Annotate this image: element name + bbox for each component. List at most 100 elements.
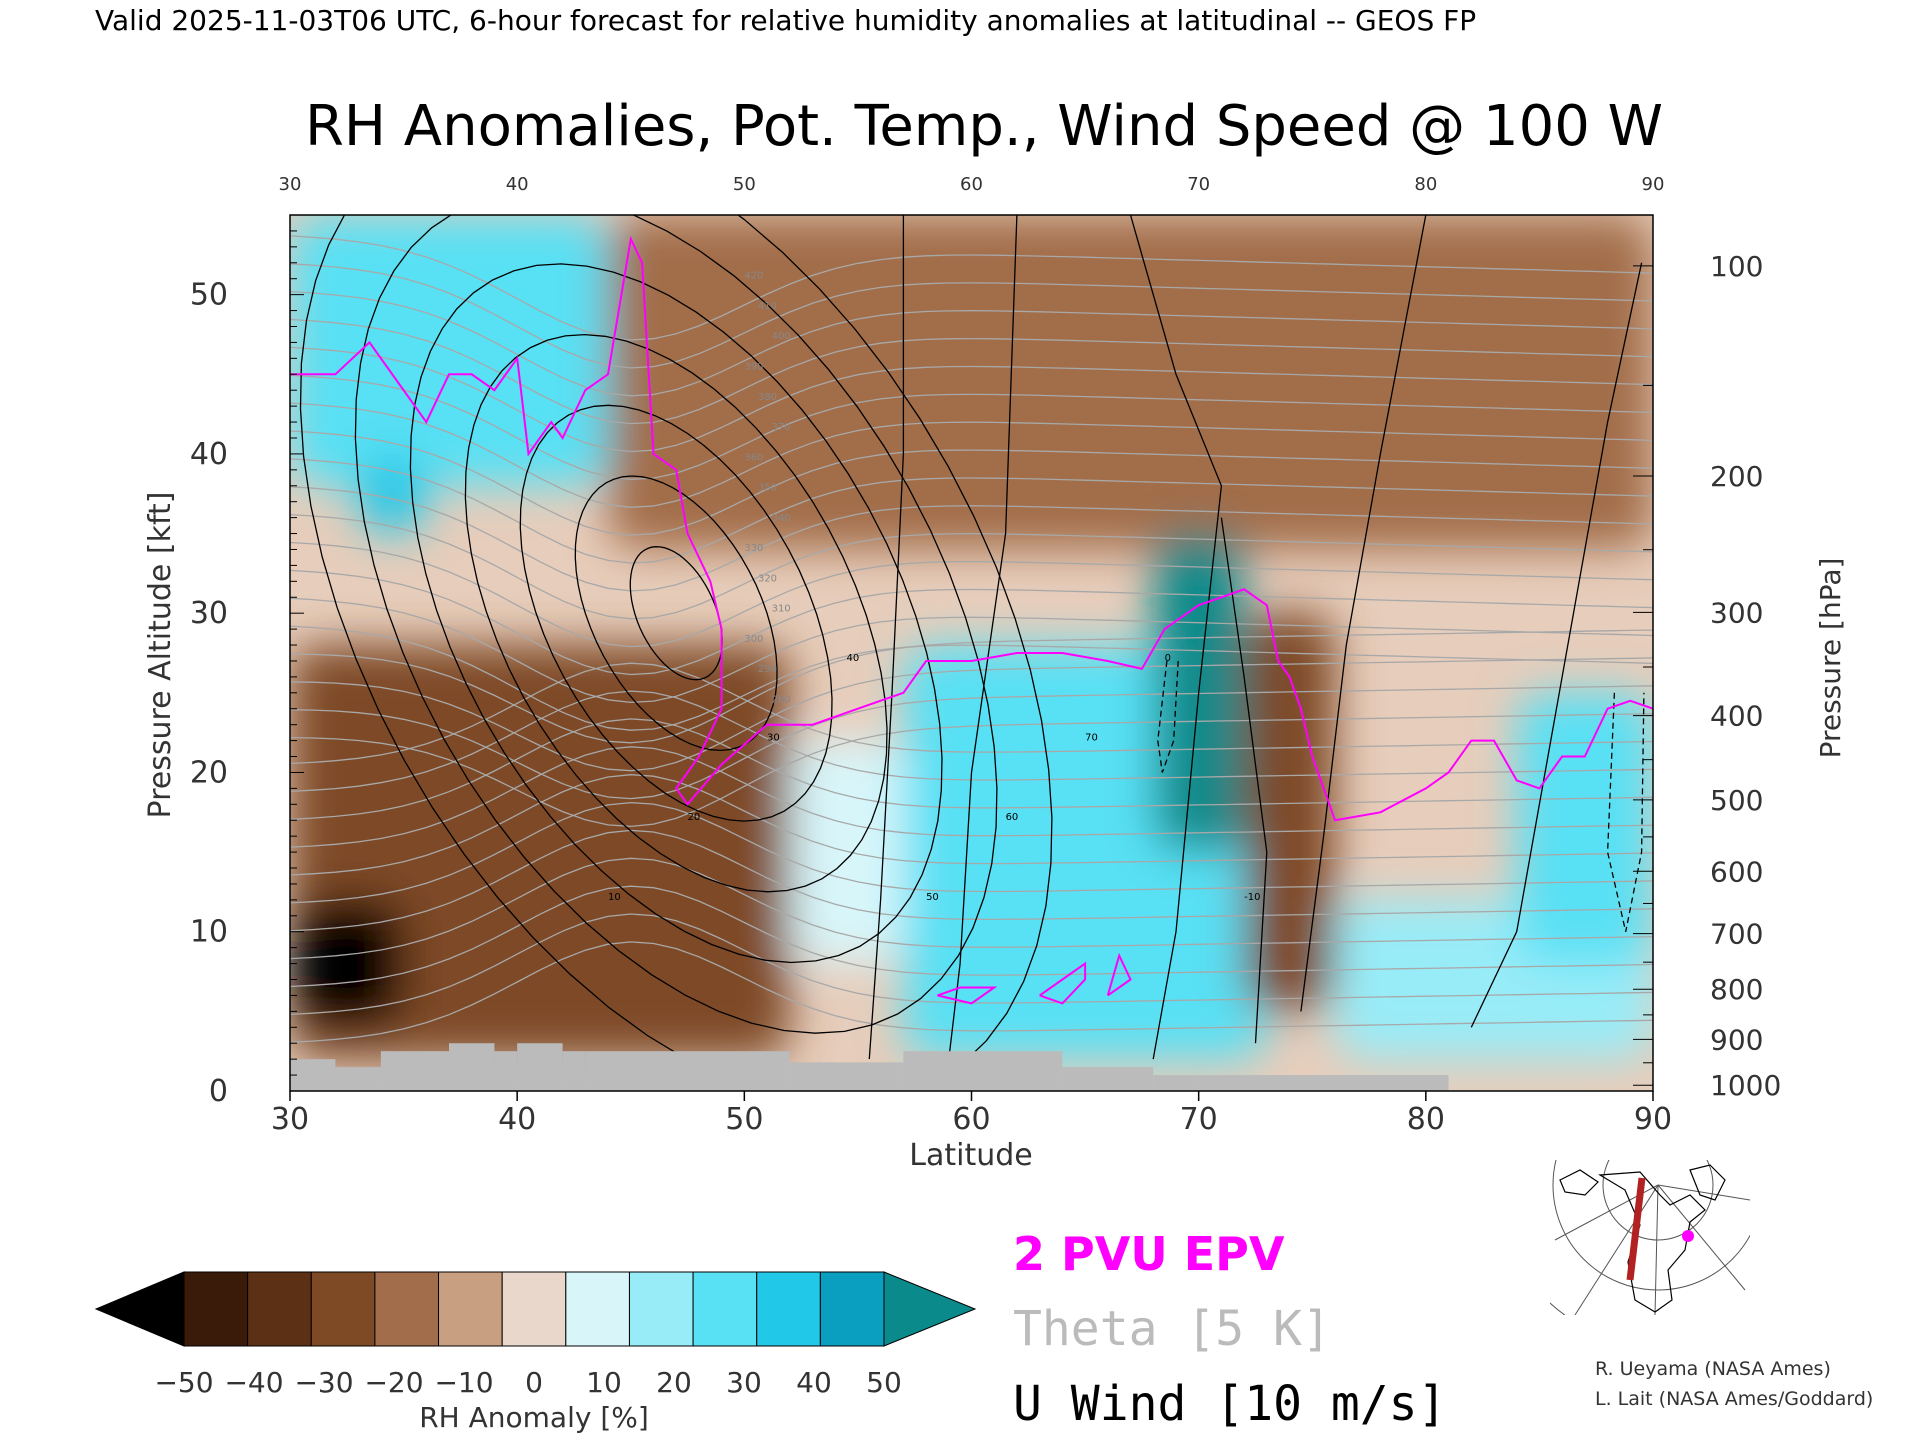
x-top-tick-label: 60 (960, 174, 983, 195)
wind-contour-neg1 (1606, 692, 1645, 932)
terrain-block-8 (789, 1062, 904, 1091)
colorbar-tick-label: −30 (294, 1366, 353, 1399)
wind-label: 40 (847, 653, 860, 664)
x-top-tick-label: 70 (1187, 174, 1210, 195)
terrain-block-3 (449, 1043, 495, 1091)
theta-label: 420 (744, 271, 763, 282)
y-axis-left: 0 10 20 30 40 50 (190, 214, 304, 1109)
colorbar-bin (565, 1271, 630, 1347)
wind-label: 20 (688, 812, 701, 823)
colorbar-bin (310, 1271, 376, 1347)
theta-line-17 (290, 569, 1653, 676)
rh-region-3 (290, 899, 404, 1028)
colorbar-tick-label: 10 (586, 1366, 622, 1399)
x-axis-label: Latitude (909, 1138, 1032, 1173)
terrain-block-13 (1198, 1075, 1449, 1091)
colorbar-tick-label: −10 (434, 1366, 493, 1399)
terrain-block-4 (494, 1051, 518, 1091)
rh-region-4 (608, 215, 1653, 550)
rh-region-0 (290, 215, 609, 486)
rh-region-1 (358, 453, 427, 534)
theta-label: 390 (744, 361, 763, 372)
x-top-tick-label: 50 (733, 174, 756, 195)
header-text: Valid 2025-11-03T06 UTC, 6-hour forecast… (95, 4, 1476, 37)
colorbar-label: RH Anomaly [%] (419, 1401, 649, 1434)
theta-line-6 (290, 774, 1653, 876)
legend-epv: 2 PVU EPV (1013, 1227, 1285, 1281)
legend: 2 PVU EPV Theta [5 K] U Wind [10 m/s] (1013, 1227, 1446, 1432)
colorbar-tick-label: 0 (525, 1366, 543, 1399)
colorbar-bin (501, 1271, 567, 1347)
wind-contour-6 (299, 215, 1053, 1091)
theta-line-12 (290, 685, 1653, 800)
theta-label: 360 (744, 452, 763, 463)
legend-wind: U Wind [10 m/s] (1013, 1376, 1446, 1432)
colorbar-tick-label: 40 (796, 1366, 832, 1399)
y-right-tick-label: 600 (1710, 855, 1763, 888)
epv-line-main (290, 235, 1653, 822)
y-left-tick-label: 20 (190, 755, 228, 790)
theta-line-18 (290, 541, 1653, 648)
colorbar-bin (438, 1271, 503, 1347)
theta-line-22 (290, 430, 1653, 536)
theta-line-27 (290, 290, 1653, 397)
plot-area: 4204104003903803703603503403303203103002… (289, 214, 1654, 1092)
theta-line-20 (290, 486, 1653, 592)
theta-label: 370 (772, 422, 791, 433)
theta-line-28 (290, 263, 1653, 369)
theta-line-16 (290, 597, 1653, 704)
chart-title: RH Anomalies, Pot. Temp., Wind Speed @ 1… (305, 94, 1663, 159)
colorbar-tick-label: 30 (726, 1366, 762, 1399)
y-right-tick-label: 100 (1710, 250, 1763, 283)
y-right-tick-label: 300 (1710, 596, 1763, 629)
terrain-block-11 (1062, 1067, 1154, 1091)
theta-label: 330 (744, 543, 763, 554)
colorbar-tick-label: −20 (364, 1366, 423, 1399)
theta-line-4 (290, 829, 1653, 932)
terrain-block-12 (1153, 1075, 1199, 1091)
terrain-block-0 (290, 1059, 336, 1091)
theta-line-5 (290, 801, 1653, 904)
colorbar-bin (183, 1271, 249, 1347)
theta-label: 340 (772, 513, 791, 524)
colorbar: −50 −40 −30 −20 −10 0 10 20 30 40 50 (94, 1271, 977, 1399)
theta-label: 310 (772, 604, 791, 615)
wind-contour-v0 (868, 215, 905, 1060)
terrain-block-6 (562, 1051, 586, 1091)
theta-line-15 (290, 625, 1653, 731)
wind-label: 70 (1085, 733, 1098, 744)
wind-label: 10 (608, 892, 621, 903)
theta-line-24 (290, 374, 1653, 481)
colorbar-tick-label: −40 (224, 1366, 283, 1399)
x-axis: 30 40 50 60 70 80 90 (271, 1091, 1672, 1137)
theta-line-26 (290, 318, 1653, 425)
x-top-tick-label: 90 (1642, 174, 1665, 195)
epv-2pvu-line (290, 235, 1653, 1005)
theta-label: 400 (772, 331, 791, 342)
colorbar-bin (247, 1271, 312, 1347)
x-tick-label: 50 (725, 1102, 763, 1137)
theta-label: 350 (758, 483, 777, 494)
rh-region-8 (1244, 613, 1335, 1012)
theta-line-0 (290, 941, 1653, 1043)
rh-region-2 (290, 645, 790, 1060)
colorbar-tick-label: −50 (154, 1366, 213, 1399)
wind-label: 60 (1006, 812, 1019, 823)
y-right-tick-label: 400 (1710, 700, 1763, 733)
inset-map (1550, 1160, 1750, 1315)
colorbar-min-arrow (94, 1271, 185, 1347)
y-left-tick-label: 40 (190, 437, 228, 472)
theta-line-14 (290, 629, 1653, 744)
wind-contour-2 (519, 404, 833, 822)
x-top-tick-label: 30 (279, 174, 302, 195)
wind-label: 0 (1165, 653, 1171, 664)
x-top-tick-label: 80 (1414, 174, 1437, 195)
theta-line-29 (290, 235, 1653, 341)
colorbar-bin (692, 1271, 758, 1347)
y-axis-right: 100 200 300 400 500 600 700 800 900 1000 (1633, 250, 1781, 1102)
x-tick-label: 80 (1407, 1102, 1445, 1137)
colorbar-bin (756, 1271, 821, 1347)
y-right-tick-label: 1000 (1710, 1069, 1781, 1102)
epv-loop-0 (937, 986, 998, 1005)
y-right-tick-label: 800 (1710, 973, 1763, 1006)
